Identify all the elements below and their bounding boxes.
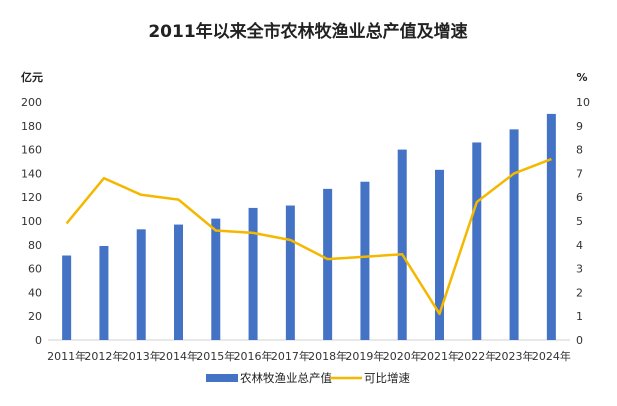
growth-rate-line bbox=[65, 157, 552, 316]
x-tick-label: 2013年 bbox=[122, 349, 161, 363]
chart-title: 2011年以来全市农林牧渔业总产值及增速 bbox=[148, 21, 467, 42]
y-left-tick-label: 60 bbox=[28, 263, 42, 276]
y-right-tick-label: 7 bbox=[576, 167, 583, 180]
right-axis-unit: % bbox=[576, 71, 587, 84]
y-left-tick-label: 100 bbox=[21, 215, 42, 228]
x-tick-label: 2017年 bbox=[271, 349, 310, 363]
x-tick-label: 2022年 bbox=[457, 349, 496, 363]
y-right-tick-label: 4 bbox=[576, 239, 583, 252]
x-tick-label: 2019年 bbox=[345, 349, 384, 363]
y-left-tick-label: 160 bbox=[21, 144, 42, 157]
x-tick-label: 2012年 bbox=[84, 349, 123, 363]
y-left-tick-label: 180 bbox=[21, 120, 42, 133]
y-left-tick-label: 120 bbox=[21, 191, 42, 204]
legend-bar-label: 农林牧渔业总产值 bbox=[240, 371, 332, 385]
y-left-tick-label: 80 bbox=[28, 239, 42, 252]
legend-line-label: 可比增速 bbox=[364, 371, 410, 385]
bar-output-value bbox=[62, 255, 72, 340]
bar-output-value bbox=[435, 169, 444, 340]
x-tick-label: 2018年 bbox=[308, 349, 347, 363]
y-right-tick-label: 10 bbox=[576, 96, 590, 109]
bar-output-value bbox=[285, 205, 295, 340]
bar-output-value bbox=[360, 181, 370, 340]
y-right-tick-label: 6 bbox=[576, 191, 583, 204]
bar-output-value bbox=[174, 224, 183, 340]
bar-output-value bbox=[472, 142, 482, 340]
y-right-tick-label: 2 bbox=[576, 286, 583, 299]
y-right-tick-label: 5 bbox=[576, 215, 583, 228]
bar-output-value bbox=[136, 229, 146, 340]
y-right-tick-label: 3 bbox=[576, 263, 583, 276]
y-left-tick-label: 20 bbox=[28, 310, 42, 323]
bar-output-value bbox=[323, 188, 333, 340]
bar-output-value bbox=[99, 245, 109, 340]
x-tick-label: 2016年 bbox=[234, 349, 273, 363]
bar-output-value bbox=[397, 149, 407, 340]
y-left-tick-label: 0 bbox=[35, 334, 42, 347]
y-right-tick-label: 8 bbox=[576, 144, 583, 157]
y-right-tick-label: 0 bbox=[576, 334, 583, 347]
legend-bar-swatch bbox=[206, 374, 238, 382]
x-tick-label: 2023年 bbox=[495, 349, 534, 363]
y-right-tick-label: 9 bbox=[576, 120, 583, 133]
left-axis-unit: 亿元 bbox=[21, 70, 43, 84]
y-left-tick-label: 140 bbox=[21, 167, 42, 180]
bar-output-value bbox=[546, 113, 556, 341]
x-tick-label: 2020年 bbox=[383, 349, 422, 363]
bar-output-value bbox=[211, 218, 221, 340]
x-tick-label: 2021年 bbox=[420, 349, 459, 363]
legend: 农林牧渔业总产值 可比增速 bbox=[206, 371, 410, 385]
bar-output-value bbox=[248, 207, 258, 340]
bar-output-value bbox=[509, 129, 519, 340]
y-left-tick-label: 200 bbox=[21, 96, 42, 109]
y-right-tick-label: 1 bbox=[576, 310, 583, 323]
x-tick-label: 2024年 bbox=[532, 349, 571, 363]
y-left-tick-label: 40 bbox=[28, 286, 42, 299]
x-tick-label: 2015年 bbox=[196, 349, 235, 363]
x-tick-label: 2011年 bbox=[47, 349, 86, 363]
x-tick-label: 2014年 bbox=[159, 349, 198, 363]
